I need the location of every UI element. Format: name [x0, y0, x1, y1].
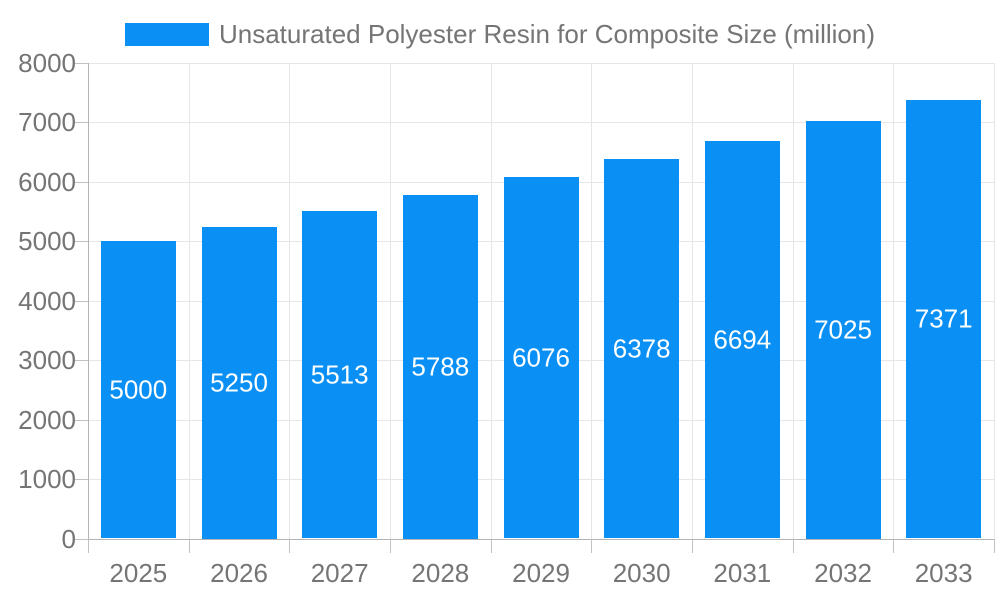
x-tick [994, 538, 995, 553]
x-tick [692, 538, 693, 553]
bar-2033: 7371 [906, 100, 982, 539]
legend-label: Unsaturated Polyester Resin for Composit… [218, 19, 876, 49]
x-tick-label-2025: 2025 [109, 558, 168, 588]
v-gridline [188, 63, 190, 539]
y-tick [75, 419, 88, 421]
y-tick-label: 8000 [18, 48, 76, 78]
y-tick-label: 2000 [18, 404, 76, 435]
x-tick-label-2030: 2030 [612, 558, 671, 588]
x-tick [289, 538, 291, 553]
bar-2027: 5513 [302, 210, 378, 539]
bar-2026: 5250 [201, 226, 277, 539]
baseline [88, 538, 994, 540]
bar-2031: 6694 [704, 140, 780, 539]
y-tick-label: 4000 [18, 285, 76, 316]
v-gridline [994, 63, 995, 539]
x-tick-label-2029: 2029 [512, 558, 570, 588]
y-tick [75, 300, 88, 302]
bar-2025: 5000 [100, 241, 176, 539]
bar-value-label: 5000 [109, 374, 168, 405]
y-tick-label: 5000 [18, 226, 76, 257]
x-tick-label-2026: 2026 [210, 558, 268, 588]
x-tick [390, 538, 391, 553]
bar-2028: 5788 [402, 194, 478, 539]
y-tick-label: 1000 [18, 464, 76, 495]
bar-2030: 6378 [604, 159, 680, 539]
bar-value-label: 7025 [814, 314, 872, 345]
x-tick [490, 538, 492, 553]
bar-value-label: 6076 [512, 342, 570, 373]
x-tick [188, 538, 190, 553]
v-gridline [289, 63, 291, 539]
x-tick-label-2032: 2032 [814, 558, 872, 588]
x-tick [893, 538, 895, 553]
y-axis-line [88, 63, 89, 539]
y-tick [75, 241, 88, 243]
x-tick-label-2033: 2033 [914, 558, 973, 588]
v-gridline [591, 63, 593, 539]
y-tick [75, 63, 88, 64]
bar-value-label: 5250 [210, 367, 268, 397]
bar-value-label: 6378 [612, 333, 671, 364]
y-tick-label: 3000 [18, 345, 76, 376]
v-gridline [490, 63, 492, 539]
bar-2032: 7025 [805, 121, 881, 539]
y-tick [75, 538, 88, 540]
y-tick-label: 0 [61, 523, 76, 554]
bar-value-label: 7371 [914, 303, 973, 334]
v-gridline [893, 63, 895, 539]
bar-value-label: 5788 [411, 351, 470, 381]
y-tick [75, 479, 88, 481]
y-tick-label: 6000 [18, 166, 76, 197]
y-tick [75, 122, 88, 124]
y-tick [75, 181, 88, 183]
bar-value-label: 5513 [310, 359, 369, 390]
v-gridline [390, 63, 391, 539]
legend: Unsaturated Polyester Resin for Composit… [0, 20, 1000, 48]
h-gridline [88, 122, 994, 124]
y-tick [75, 360, 88, 362]
x-tick [792, 538, 794, 553]
h-gridline [88, 63, 994, 64]
plot-area: 5000 5250 5513 5788 6076 6378 6694 7025 7371 [88, 63, 995, 540]
x-tick-label-2027: 2027 [310, 558, 369, 588]
v-gridline [692, 63, 693, 539]
x-tick-label-2031: 2031 [713, 558, 772, 588]
y-tick-label: 7000 [18, 107, 76, 138]
x-tick-label-2028: 2028 [411, 558, 470, 588]
bar-2029: 6076 [503, 177, 579, 539]
x-tick [591, 538, 593, 553]
legend-swatch [124, 22, 209, 46]
x-tick [88, 538, 89, 553]
bar-value-label: 6694 [713, 324, 772, 355]
v-gridline [792, 63, 794, 539]
